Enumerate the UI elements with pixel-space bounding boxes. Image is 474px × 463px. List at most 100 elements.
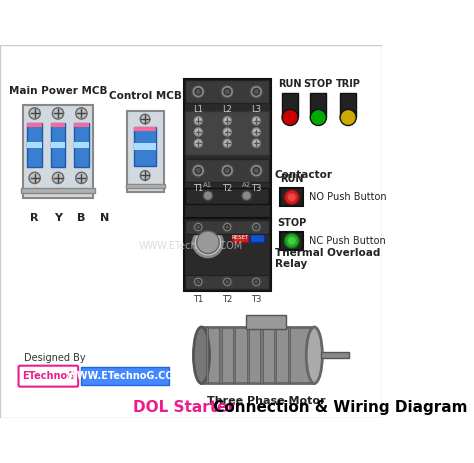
Circle shape: [53, 108, 64, 119]
Circle shape: [288, 237, 296, 245]
Circle shape: [340, 109, 356, 125]
Circle shape: [224, 168, 230, 174]
Text: R: R: [30, 213, 39, 223]
Circle shape: [251, 277, 261, 287]
Text: T1: T1: [193, 184, 203, 194]
FancyBboxPatch shape: [184, 218, 271, 291]
FancyBboxPatch shape: [21, 188, 95, 193]
Text: Thermal Overload
Relay: Thermal Overload Relay: [275, 248, 380, 269]
Circle shape: [310, 109, 327, 125]
Circle shape: [193, 228, 222, 257]
Text: T3: T3: [251, 184, 262, 194]
Text: Connection & Wiring Diagram: Connection & Wiring Diagram: [208, 400, 467, 415]
FancyBboxPatch shape: [185, 111, 269, 156]
Circle shape: [254, 280, 259, 284]
Text: N: N: [100, 213, 109, 223]
Text: Control MCB: Control MCB: [109, 91, 182, 101]
Text: STOP: STOP: [277, 218, 306, 228]
Circle shape: [253, 168, 259, 174]
FancyBboxPatch shape: [51, 142, 65, 148]
Text: STOP: STOP: [304, 79, 333, 89]
Text: RUN: RUN: [280, 175, 303, 184]
Circle shape: [194, 128, 202, 136]
Circle shape: [223, 139, 231, 147]
Ellipse shape: [306, 327, 322, 383]
Text: WWW.ETechnoG.COM: WWW.ETechnoG.COM: [66, 371, 183, 381]
Circle shape: [194, 117, 202, 125]
Circle shape: [53, 172, 64, 183]
Circle shape: [197, 231, 219, 254]
FancyBboxPatch shape: [246, 315, 286, 329]
FancyBboxPatch shape: [206, 327, 208, 383]
FancyBboxPatch shape: [219, 327, 222, 383]
Text: A2: A2: [242, 181, 251, 188]
Circle shape: [196, 225, 201, 230]
FancyBboxPatch shape: [260, 327, 263, 383]
Circle shape: [222, 222, 232, 232]
Circle shape: [195, 88, 201, 95]
Circle shape: [140, 114, 150, 124]
Text: WWW.ETechnoG.COM: WWW.ETechnoG.COM: [139, 241, 243, 251]
Text: NC Push Button: NC Push Button: [309, 236, 385, 246]
Circle shape: [284, 112, 296, 123]
Circle shape: [29, 172, 40, 183]
Text: L2: L2: [222, 106, 232, 114]
Circle shape: [282, 109, 298, 125]
FancyBboxPatch shape: [274, 327, 276, 383]
Text: Designed By: Designed By: [24, 353, 86, 363]
Circle shape: [224, 88, 230, 95]
FancyBboxPatch shape: [340, 93, 356, 118]
FancyBboxPatch shape: [134, 127, 156, 166]
FancyBboxPatch shape: [185, 220, 269, 234]
Circle shape: [29, 108, 40, 119]
FancyBboxPatch shape: [201, 327, 314, 383]
Circle shape: [195, 168, 201, 174]
Circle shape: [252, 128, 260, 136]
Circle shape: [251, 222, 261, 232]
FancyBboxPatch shape: [250, 233, 264, 242]
Text: A1: A1: [203, 181, 212, 188]
Text: Three Phase Motor: Three Phase Motor: [207, 395, 325, 406]
Circle shape: [192, 164, 205, 177]
Circle shape: [221, 85, 234, 98]
FancyBboxPatch shape: [288, 327, 290, 383]
Text: Y: Y: [54, 213, 62, 223]
Circle shape: [192, 85, 205, 98]
Text: T2: T2: [222, 295, 232, 304]
Circle shape: [203, 191, 213, 200]
Text: Main Power MCB: Main Power MCB: [9, 86, 107, 96]
Circle shape: [193, 277, 203, 287]
Circle shape: [284, 190, 299, 205]
FancyBboxPatch shape: [310, 93, 327, 118]
Text: NO Push Button: NO Push Button: [309, 192, 386, 202]
Text: RUN: RUN: [278, 79, 302, 89]
FancyBboxPatch shape: [0, 45, 382, 418]
Circle shape: [250, 164, 263, 177]
FancyBboxPatch shape: [74, 123, 89, 168]
FancyBboxPatch shape: [185, 159, 269, 182]
Circle shape: [193, 222, 203, 232]
FancyBboxPatch shape: [184, 79, 271, 220]
FancyBboxPatch shape: [185, 188, 269, 204]
Text: Contactor: Contactor: [275, 170, 333, 181]
Circle shape: [253, 88, 259, 95]
FancyBboxPatch shape: [185, 81, 269, 103]
Circle shape: [221, 164, 234, 177]
Ellipse shape: [193, 327, 210, 383]
FancyBboxPatch shape: [51, 123, 65, 168]
FancyBboxPatch shape: [128, 111, 164, 192]
Circle shape: [313, 112, 324, 123]
FancyBboxPatch shape: [134, 127, 156, 131]
Circle shape: [225, 280, 230, 284]
FancyBboxPatch shape: [246, 327, 249, 383]
Text: T1: T1: [193, 295, 203, 304]
FancyBboxPatch shape: [51, 123, 65, 127]
Circle shape: [284, 233, 299, 248]
FancyBboxPatch shape: [126, 183, 165, 188]
Text: TRIP: TRIP: [336, 79, 361, 89]
Circle shape: [254, 225, 259, 230]
FancyBboxPatch shape: [282, 93, 298, 118]
FancyBboxPatch shape: [18, 366, 78, 387]
Circle shape: [288, 193, 296, 201]
FancyBboxPatch shape: [27, 123, 42, 127]
